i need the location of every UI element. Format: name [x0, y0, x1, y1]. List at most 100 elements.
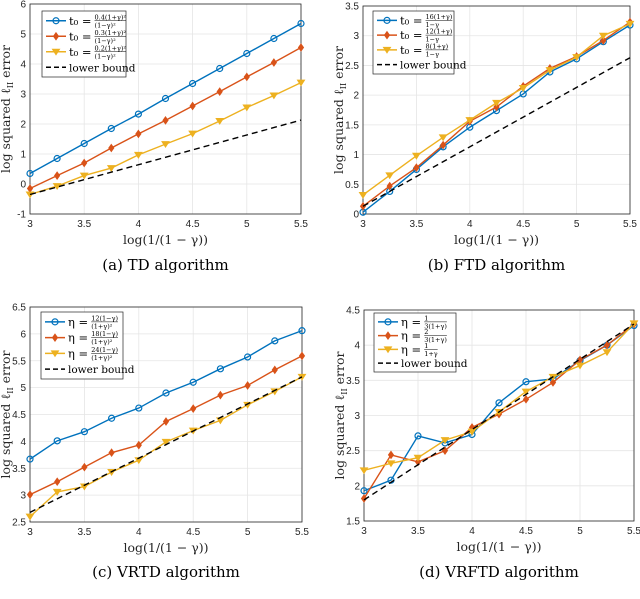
triangle-down-marker [411, 152, 421, 160]
x-tick-label: 5.5 [295, 527, 309, 538]
triangle-down-marker [492, 99, 501, 107]
legend-entry: t₀ = 0.3(1+γ)²(1−γ)² [46, 29, 126, 45]
legend-entry: t₀ = 0.4(1+γ)²(1−γ)² [46, 13, 126, 29]
diamond-marker [243, 72, 250, 82]
legend-entry: η = 18(1−γ)(1+γ)² [45, 330, 118, 346]
diamond-marker [162, 417, 170, 426]
triangle-down-marker [385, 172, 395, 180]
series-1 [26, 43, 305, 193]
circle-marker [161, 94, 170, 103]
series-2 [358, 20, 635, 199]
x-axis-label: log(1/(1 − γ)) [456, 539, 541, 554]
circle-marker [80, 428, 89, 436]
circle-marker [271, 337, 279, 345]
legend-fraction-numerator: 2 [424, 328, 428, 336]
y-tick-label: 2 [353, 91, 359, 102]
legend-fraction-numerator: 0.3(1+γ)² [95, 29, 127, 37]
triangle-down-marker [133, 151, 143, 159]
y-label-subscript: II [339, 83, 348, 89]
triangle-down-marker [52, 183, 62, 191]
triangle-down-marker [359, 467, 369, 475]
legend-fraction-denominator: 1−γ [426, 50, 440, 58]
legend-entry: η = 11+γ [378, 342, 438, 358]
series-3 [29, 119, 302, 196]
x-tick-label: 4 [467, 219, 473, 230]
y-tick-label: 3 [353, 31, 359, 42]
chart-caption: (c) VRTD algorithm [92, 563, 240, 581]
circle-marker [270, 34, 278, 43]
circle-marker [80, 139, 88, 148]
circle-marker [244, 353, 252, 361]
chart-panel-d: 3 3.5 4 4.5 5 5.5 1.5 2 2.5 3 3.5 4 4.5 log(1/(1 − γ)… [332, 306, 640, 582]
y-tick-label: 0 [353, 210, 359, 221]
triangle-down-marker [215, 118, 225, 125]
chart-caption: (a) TD algorithm [102, 256, 228, 274]
legend: t₀ = 0.4(1+γ)²(1−γ)²t₀ = 0.3(1+γ)²(1−γ)²t₀… [41, 10, 136, 78]
y-tick-label: 3.5 [345, 2, 359, 13]
x-tick-label: 4.5 [516, 219, 530, 230]
y-tick-label: 4.5 [12, 410, 26, 421]
diamond-marker [270, 58, 278, 67]
y-tick-label: 4 [20, 60, 26, 71]
lower-bound-line [362, 57, 631, 207]
x-tick-label: 3.5 [411, 526, 425, 537]
triangle-down-marker [465, 117, 475, 125]
circle-marker [189, 378, 197, 386]
diamond-marker [51, 333, 59, 342]
y-tick-label: 3.5 [12, 464, 26, 475]
legend-fraction-denominator: (1+γ)² [91, 338, 113, 346]
series-line [29, 329, 303, 460]
chart-panel-c: 3 3.5 4 4.5 5 5.52.533.544.555.566.5log(1/(1 … [0, 303, 309, 582]
legend-label: lower bound [401, 358, 468, 370]
triangle-down-marker [296, 79, 306, 87]
y-tick-label: 0 [20, 180, 26, 191]
legend-fraction-denominator: 3(1+γ) [424, 322, 447, 330]
x-tick-label: 3 [27, 527, 33, 538]
series-2 [25, 79, 306, 199]
triangle-down-marker [521, 388, 531, 396]
diamond-marker [360, 494, 368, 503]
triangle-down-marker [25, 513, 35, 521]
triangle-down-marker [52, 488, 62, 496]
circle-marker [51, 318, 59, 326]
legend-label: t₀ = [69, 14, 92, 28]
circle-marker [26, 455, 34, 463]
triangle-down-marker [161, 141, 170, 149]
y-tick-label: 2 [20, 120, 26, 131]
legend-fraction-numerator: 0.4(1+γ)² [95, 13, 127, 21]
legend-fraction-numerator: 12(1−γ) [91, 314, 118, 322]
series-3 [363, 323, 635, 501]
triangle-down-marker [50, 350, 60, 358]
x-tick-label: 3.5 [77, 527, 91, 538]
diamond-marker [135, 440, 142, 450]
legend-label: t₀ = [69, 45, 92, 59]
series-3 [362, 57, 631, 207]
triangle-down-marker [440, 437, 450, 445]
circle-marker [495, 399, 503, 407]
y-label-subscript: II [6, 82, 15, 88]
diamond-marker [600, 36, 607, 45]
diamond-marker [297, 43, 305, 52]
circle-marker [53, 154, 61, 163]
legend-fraction-numerator: 8(1+γ) [426, 42, 449, 50]
triangle-down-marker [269, 92, 279, 100]
x-axis-label: log(1/(1 − γ)) [123, 540, 208, 555]
diamond-marker [52, 31, 60, 41]
legend-fraction-denominator: (1−γ)² [95, 37, 117, 45]
circle-marker [107, 414, 116, 422]
legend-label: t₀ = [400, 43, 423, 57]
series-1 [26, 351, 306, 499]
diamond-marker [217, 390, 224, 400]
y-tick-label: 3 [20, 90, 26, 101]
y-tick-label: 6 [20, 0, 26, 11]
triangle-down-marker [51, 48, 61, 56]
axes-box [29, 306, 303, 523]
y-axis-label: log squared ℓII error [332, 352, 349, 480]
circle-marker [298, 327, 306, 335]
legend-fraction-denominator: (1+γ)² [91, 322, 113, 330]
y-label-text: error [332, 352, 347, 389]
triangle-down-marker [386, 460, 396, 468]
legend-label: lower bound [69, 62, 136, 74]
axes-box [362, 5, 631, 215]
